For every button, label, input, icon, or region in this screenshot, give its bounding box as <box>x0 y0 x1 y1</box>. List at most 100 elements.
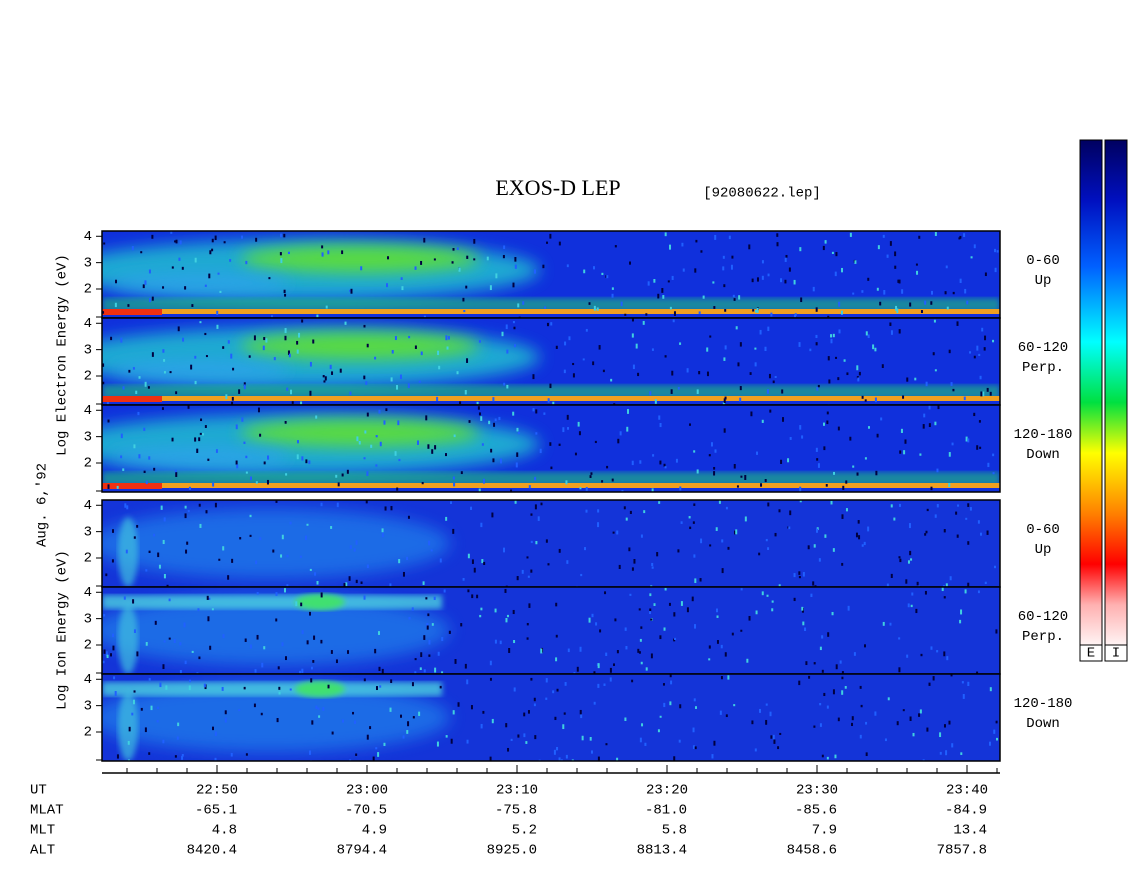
noise-dot <box>864 399 867 402</box>
noise-dot <box>749 372 752 375</box>
noise-dot <box>813 725 816 728</box>
noise-dot <box>567 427 570 430</box>
noise-dot <box>952 388 955 392</box>
noise-dot <box>919 709 922 714</box>
noise-dot <box>898 503 901 507</box>
noise-dot <box>877 245 880 250</box>
noise-dot <box>772 380 775 384</box>
noise-dot <box>597 663 600 669</box>
noise-dot <box>528 603 531 608</box>
noise-dot <box>514 500 517 504</box>
noise-dot <box>767 502 770 507</box>
noise-dot <box>546 322 549 327</box>
noise-dot <box>309 361 312 367</box>
noise-dot <box>204 284 207 287</box>
noise-dot <box>179 642 182 646</box>
noise-dot <box>289 521 292 525</box>
noise-dot <box>799 500 802 503</box>
y-tick-label: 4 <box>84 498 92 514</box>
noise-dot <box>778 509 781 513</box>
noise-dot <box>299 555 302 558</box>
noise-dot <box>464 663 467 669</box>
noise-dot <box>194 437 197 442</box>
noise-dot <box>593 671 596 674</box>
noise-dot <box>225 394 228 400</box>
noise-dot <box>994 248 997 253</box>
noise-dot <box>861 290 864 293</box>
y-tick-label: 3 <box>84 255 92 271</box>
noise-dot <box>127 304 130 307</box>
noise-dot <box>841 690 844 695</box>
noise-dot <box>521 569 524 574</box>
noise-dot <box>835 664 838 670</box>
panel-frame <box>101 673 1001 762</box>
noise-dot <box>223 241 226 244</box>
noise-dot <box>624 627 627 631</box>
noise-dot <box>815 342 818 346</box>
noise-dot <box>211 248 214 252</box>
noise-dot <box>663 627 666 631</box>
noise-dot <box>841 514 844 519</box>
noise-dot <box>625 646 628 650</box>
noise-dot <box>708 645 711 649</box>
noise-dot <box>145 569 148 572</box>
noise-dot <box>936 468 939 473</box>
noise-dot <box>450 738 453 744</box>
panel-direction: Perp. <box>1022 360 1064 376</box>
noise-dot <box>209 645 212 650</box>
row-label: UT <box>30 783 47 799</box>
noise-dot <box>300 602 303 607</box>
noise-dot <box>198 503 201 507</box>
noise-dot <box>486 256 489 261</box>
noise-dot <box>142 284 145 289</box>
noise-dot <box>754 309 757 313</box>
noise-dot <box>716 640 719 644</box>
noise-dot <box>739 397 742 402</box>
noise-dot <box>692 745 695 750</box>
noise-dot <box>517 734 520 738</box>
noise-dot <box>830 338 833 344</box>
noise-dot <box>565 754 568 759</box>
noise-dot <box>245 260 248 265</box>
noise-dot <box>423 669 426 673</box>
noise-dot <box>407 515 410 519</box>
noise-dot <box>491 512 494 518</box>
noise-dot <box>912 732 915 737</box>
noise-dot <box>447 335 450 340</box>
noise-dot <box>852 292 855 295</box>
noise-dot <box>629 261 631 265</box>
noise-dot <box>102 381 105 385</box>
noise-dot <box>133 690 136 693</box>
noise-dot <box>495 273 498 279</box>
noise-dot <box>286 554 289 558</box>
noise-dot <box>713 740 716 746</box>
noise-dot <box>890 573 893 578</box>
noise-dot <box>232 367 235 371</box>
noise-dot <box>309 568 312 571</box>
noise-dot <box>602 369 605 373</box>
noise-dot <box>148 269 151 274</box>
noise-dot <box>390 377 393 382</box>
noise-dot <box>287 350 290 356</box>
noise-dot <box>553 749 556 755</box>
noise-dot <box>692 727 695 733</box>
noise-dot <box>481 559 484 564</box>
noise-dot <box>431 449 434 454</box>
noise-dot <box>894 265 897 269</box>
noise-dot <box>133 629 136 633</box>
noise-dot <box>847 605 850 611</box>
noise-dot <box>184 505 187 509</box>
noise-dot <box>737 362 740 367</box>
noise-dot <box>849 436 852 441</box>
noise-dot <box>832 548 835 552</box>
noise-dot <box>964 288 967 294</box>
noise-dot <box>285 473 288 476</box>
noise-dot <box>140 251 143 254</box>
noise-dot <box>419 667 422 671</box>
noise-dot <box>211 608 214 611</box>
noise-dot <box>805 661 808 666</box>
noise-dot <box>480 607 483 611</box>
colorbars: E I <box>1079 139 1128 662</box>
noise-dot <box>728 235 731 240</box>
noise-dot <box>944 291 947 295</box>
